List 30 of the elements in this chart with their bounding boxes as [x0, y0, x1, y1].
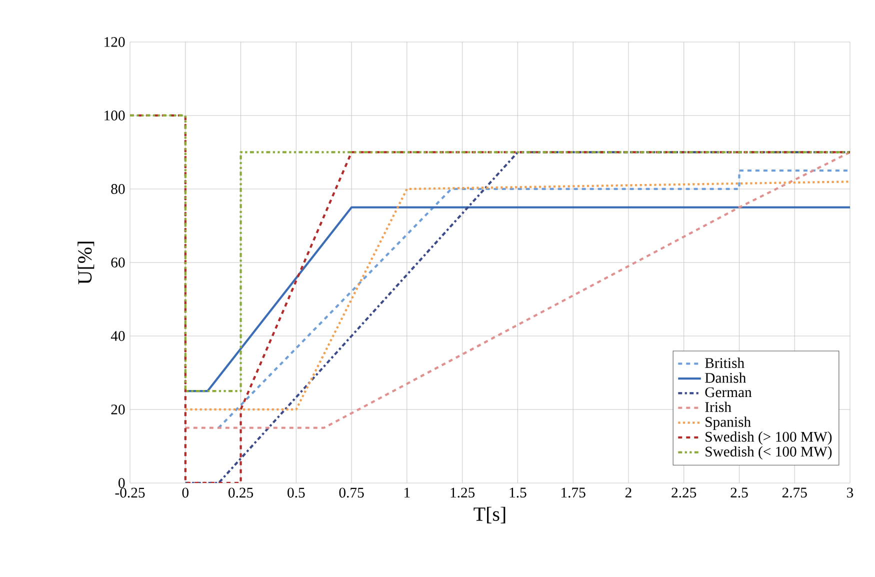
x-tick-label: -0.25: [115, 488, 145, 498]
legend-label: German: [705, 387, 752, 398]
y-tick-label: 80: [111, 184, 125, 194]
x-tick-label: 1.25: [450, 488, 475, 498]
legend-label: Irish: [705, 402, 732, 412]
y-tick-label: 20: [111, 404, 125, 414]
y-tick-label: 40: [110, 331, 125, 341]
x-tick-label: 0.75: [339, 488, 364, 498]
legend-label: Danish: [705, 372, 746, 383]
x-tick-label: 1.75: [562, 488, 586, 498]
y-axis-title: U[%]: [78, 242, 94, 284]
x-tick-label: 0.25: [228, 488, 254, 498]
x-tick-label: 2: [625, 488, 632, 498]
x-tick-label: 1.5: [510, 488, 526, 498]
x-tick-label: 3: [847, 488, 854, 498]
y-tick-label: 60: [111, 258, 125, 268]
legend-label: Swedish (> 100 MW): [706, 431, 832, 445]
x-tick-label: 1: [404, 488, 410, 498]
legend-label: British: [705, 358, 744, 368]
y-tick-label: 0: [118, 478, 125, 488]
x-tick-label: 2.25: [672, 488, 696, 498]
y-tick-label: 100: [104, 110, 125, 120]
x-tick-label: 0.5: [288, 488, 305, 498]
x-axis-title: T[s]: [474, 506, 506, 524]
legend-label: Spanish: [706, 416, 751, 430]
x-tick-label: 2.5: [730, 488, 748, 498]
x-tick-label: 0: [182, 488, 188, 498]
y-tick-label: 120: [104, 37, 125, 47]
legend-label: Swedish (< 100 MW): [706, 446, 832, 460]
x-tick-label: 2.75: [782, 488, 807, 498]
